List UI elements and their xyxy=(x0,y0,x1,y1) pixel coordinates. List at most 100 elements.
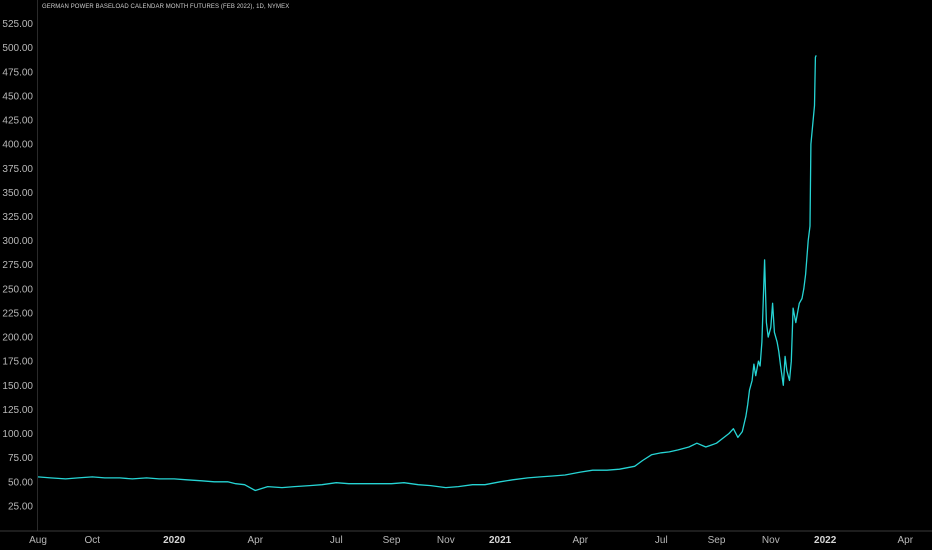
data-point[interactable] xyxy=(794,321,798,325)
data-point[interactable] xyxy=(36,475,40,479)
data-point[interactable] xyxy=(212,480,216,484)
data-point[interactable] xyxy=(808,224,812,228)
data-point[interactable] xyxy=(200,479,204,483)
data-point[interactable] xyxy=(715,441,719,445)
data-point[interactable] xyxy=(810,133,814,137)
data-point[interactable] xyxy=(402,481,406,485)
data-point[interactable] xyxy=(771,301,775,305)
data-point[interactable] xyxy=(804,272,808,276)
data-point[interactable] xyxy=(785,369,789,373)
data-point[interactable] xyxy=(483,483,487,487)
data-point[interactable] xyxy=(809,142,813,146)
data-point[interactable] xyxy=(292,485,296,489)
data-point[interactable] xyxy=(578,470,582,474)
data-point[interactable] xyxy=(796,311,800,315)
data-point[interactable] xyxy=(756,359,760,363)
data-point[interactable] xyxy=(234,482,238,486)
data-point[interactable] xyxy=(471,483,475,487)
data-point[interactable] xyxy=(374,482,378,486)
data-point[interactable] xyxy=(563,473,567,477)
data-point[interactable] xyxy=(813,104,817,108)
data-point[interactable] xyxy=(64,477,68,481)
data-point[interactable] xyxy=(750,379,754,383)
data-point[interactable] xyxy=(633,464,637,468)
data-point[interactable] xyxy=(789,359,793,363)
y-tick-label: 125.00 xyxy=(2,405,33,416)
data-point[interactable] xyxy=(591,468,595,472)
data-point[interactable] xyxy=(814,53,818,57)
data-point[interactable] xyxy=(791,306,795,310)
data-point[interactable] xyxy=(390,482,394,486)
data-point[interactable] xyxy=(280,486,284,490)
data-point[interactable] xyxy=(362,482,366,486)
data-point[interactable] xyxy=(185,478,189,482)
data-point[interactable] xyxy=(709,443,713,447)
data-point[interactable] xyxy=(659,451,663,455)
data-point[interactable] xyxy=(731,427,735,431)
data-point[interactable] xyxy=(687,445,691,449)
data-point[interactable] xyxy=(746,403,750,407)
data-point[interactable] xyxy=(347,482,351,486)
data-point[interactable] xyxy=(103,476,107,480)
data-point[interactable] xyxy=(253,489,257,493)
data-point[interactable] xyxy=(157,477,161,481)
data-point[interactable] xyxy=(618,467,622,471)
data-point[interactable] xyxy=(308,484,312,488)
data-point[interactable] xyxy=(90,475,94,479)
data-point[interactable] xyxy=(748,388,752,392)
data-point[interactable] xyxy=(676,448,680,452)
data-point[interactable] xyxy=(760,340,764,344)
data-point[interactable] xyxy=(551,474,555,478)
data-point[interactable] xyxy=(226,480,230,484)
data-point[interactable] xyxy=(118,476,122,480)
data-point[interactable] xyxy=(766,335,770,339)
data-point[interactable] xyxy=(763,258,767,262)
data-point[interactable] xyxy=(444,486,448,490)
data-point[interactable] xyxy=(783,354,787,358)
data-point[interactable] xyxy=(650,453,654,457)
data-point[interactable] xyxy=(456,485,460,489)
data-point[interactable] xyxy=(526,476,530,480)
data-point[interactable] xyxy=(145,476,149,480)
data-point[interactable] xyxy=(754,374,758,378)
data-point[interactable] xyxy=(769,325,773,329)
data-point[interactable] xyxy=(667,450,671,454)
data-point[interactable] xyxy=(130,477,134,481)
data-point[interactable] xyxy=(727,432,731,436)
data-point[interactable] xyxy=(800,297,804,301)
data-point[interactable] xyxy=(266,485,270,489)
data-point[interactable] xyxy=(243,483,247,487)
data-point[interactable] xyxy=(538,475,542,479)
data-point[interactable] xyxy=(779,364,783,368)
data-point[interactable] xyxy=(775,340,779,344)
data-point[interactable] xyxy=(334,481,338,485)
data-point[interactable] xyxy=(797,301,801,305)
data-point[interactable] xyxy=(740,430,744,434)
data-point[interactable] xyxy=(781,383,785,387)
data-point[interactable] xyxy=(752,362,756,366)
x-tick-label: Apr xyxy=(572,535,588,546)
data-point[interactable] xyxy=(777,350,781,354)
data-point[interactable] xyxy=(429,484,433,488)
data-point[interactable] xyxy=(498,480,502,484)
data-point[interactable] xyxy=(721,436,725,440)
data-point[interactable] xyxy=(605,468,609,472)
data-point[interactable] xyxy=(49,476,53,480)
data-point[interactable] xyxy=(764,321,768,325)
data-point[interactable] xyxy=(758,364,762,368)
data-point[interactable] xyxy=(704,445,708,449)
data-point[interactable] xyxy=(802,287,806,291)
data-point[interactable] xyxy=(736,435,740,439)
data-point[interactable] xyxy=(695,441,699,445)
data-point[interactable] xyxy=(76,476,80,480)
data-point[interactable] xyxy=(788,379,792,383)
data-point[interactable] xyxy=(511,478,515,482)
data-point[interactable] xyxy=(772,330,776,334)
data-point[interactable] xyxy=(172,477,176,481)
data-point[interactable] xyxy=(320,483,324,487)
data-point[interactable] xyxy=(641,459,645,463)
data-point[interactable] xyxy=(744,414,748,418)
data-point[interactable] xyxy=(416,483,420,487)
data-point[interactable] xyxy=(806,239,810,243)
